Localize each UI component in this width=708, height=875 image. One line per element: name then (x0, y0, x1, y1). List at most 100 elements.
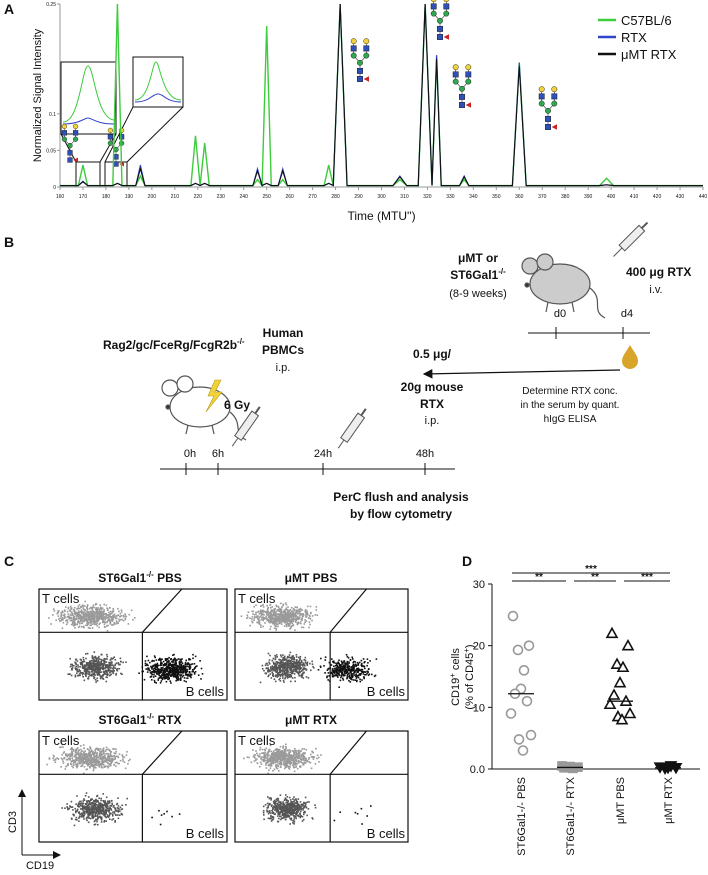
event-dot (97, 800, 99, 802)
event-dot (291, 606, 293, 609)
event-dot (160, 664, 162, 666)
event-dot (100, 799, 102, 802)
event-dot (331, 669, 334, 671)
event-dot (273, 757, 276, 760)
event-dot (289, 651, 292, 654)
event-dot (200, 667, 203, 670)
event-dot (261, 668, 264, 670)
event-dot (82, 607, 84, 609)
event-dot (94, 655, 97, 658)
event-dot (120, 615, 123, 617)
event-dot (61, 627, 64, 630)
event-dot (89, 665, 91, 668)
event-dot (358, 661, 361, 664)
event-dot (268, 769, 270, 771)
event-dot (267, 754, 269, 757)
event-dot (50, 623, 52, 625)
event-dot (275, 758, 278, 760)
event-dot (157, 673, 159, 675)
event-dot (296, 612, 299, 614)
event-dot (150, 665, 152, 668)
event-dot (316, 614, 319, 616)
event-dot (276, 656, 278, 658)
event-dot (105, 804, 107, 807)
event-dot (102, 749, 105, 752)
event-dot (92, 805, 94, 807)
event-dot (93, 606, 95, 609)
event-dot (119, 759, 122, 762)
event-dot (183, 667, 185, 669)
event-dot (72, 614, 74, 616)
event-dot (101, 763, 103, 766)
event-dot (158, 671, 160, 673)
event-dot (303, 748, 305, 750)
event-dot (73, 761, 75, 764)
event-dot (79, 614, 82, 616)
event-dot (113, 748, 115, 750)
event-dot (57, 758, 60, 760)
event-dot (362, 671, 365, 673)
event-dot (173, 653, 175, 656)
event-dot (333, 670, 336, 673)
event-dot (294, 616, 296, 618)
event-dot (285, 745, 287, 748)
event-dot (119, 616, 121, 618)
event-dot (109, 615, 111, 618)
event-dot (287, 755, 290, 758)
event-dot (268, 661, 270, 664)
event-dot (60, 615, 62, 618)
event-dot (250, 761, 253, 764)
event-dot (173, 657, 176, 660)
event-dot (108, 668, 110, 671)
event-dot (99, 611, 102, 614)
event-dot (113, 666, 115, 669)
event-dot (98, 802, 100, 805)
event-dot (308, 621, 311, 623)
event-dot (346, 655, 349, 658)
event-dot (290, 680, 292, 683)
event-dot (256, 615, 258, 618)
glcnac (67, 150, 73, 156)
event-dot (285, 762, 287, 764)
event-dot (88, 755, 90, 757)
event-dot (282, 604, 284, 607)
event-dot (106, 669, 108, 672)
event-dot (123, 761, 126, 763)
event-dot (300, 761, 302, 763)
event-dot (80, 611, 82, 613)
event-dot (94, 749, 96, 751)
event-dot (91, 607, 94, 610)
event-dot (95, 657, 97, 659)
event-dot (346, 666, 349, 669)
event-dot (337, 668, 339, 670)
event-dot (87, 758, 89, 761)
event-dot (118, 663, 120, 666)
event-dot (283, 673, 285, 676)
event-dot (92, 758, 94, 761)
event-dot (117, 797, 119, 799)
event-dot (160, 658, 163, 661)
event-dot (300, 670, 303, 672)
event-dot (89, 761, 92, 763)
event-dot (183, 677, 186, 679)
event-dot (278, 667, 281, 669)
event-dot (66, 803, 68, 805)
event-dot (77, 674, 79, 677)
hexose (452, 64, 459, 71)
event-dot (101, 808, 104, 811)
event-dot (76, 615, 78, 618)
event-dot (178, 674, 180, 676)
event-dot (295, 756, 297, 759)
event-dot (342, 677, 344, 680)
event-dot (304, 656, 307, 659)
event-dot (275, 622, 277, 624)
gate-label: T cells (42, 733, 80, 748)
event-dot (326, 669, 329, 671)
event-dot (96, 607, 99, 610)
event-dot (96, 670, 98, 673)
event-dot (314, 614, 317, 616)
event-dot (285, 607, 288, 609)
event-dot (122, 661, 124, 664)
event-dot (267, 606, 269, 609)
event-dot (79, 808, 82, 810)
